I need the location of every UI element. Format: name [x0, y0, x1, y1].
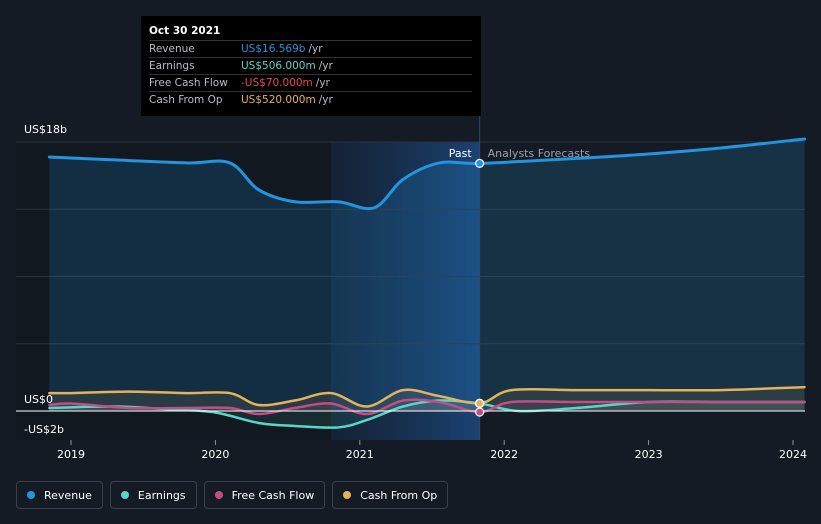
tooltip-value: US$506.000m/yr — [241, 60, 333, 72]
cash-from-op-hover-point — [475, 398, 485, 408]
free-cash-flow-line — [48, 398, 806, 416]
legend-item-free-cash-flow[interactable]: Free Cash Flow — [203, 481, 326, 509]
free-cash-flow-dot-icon — [214, 491, 223, 499]
past-label: Past — [449, 147, 473, 160]
y-axis-top-label: US$18b — [24, 123, 67, 136]
cash-from-op-dot-icon — [343, 491, 352, 499]
revenue-dot-icon — [27, 491, 35, 499]
legend-item-revenue[interactable]: Revenue — [16, 481, 103, 509]
cash-from-op-line — [48, 385, 806, 408]
tooltip-label: Free Cash Flow — [149, 77, 228, 89]
tooltip-value: -US$70.000m/yr — [241, 77, 330, 89]
legend-item-cash-from-op[interactable]: Cash From Op — [332, 481, 449, 509]
x-tick-label: 2021 — [346, 448, 374, 461]
tooltip-row-cash-from-op: Cash From Op US$520.000m/yr — [149, 91, 472, 109]
revenue-area — [49, 139, 805, 411]
tooltip-row-revenue: Revenue US$16.569b/yr — [149, 40, 472, 58]
x-tick-label: 2019 — [57, 448, 85, 461]
revenue-hover-point — [475, 158, 485, 168]
tooltip: Oct 30 2021 Revenue US$16.569b/yr Earnin… — [141, 16, 481, 116]
tooltip-value: US$16.569b/yr — [241, 43, 323, 55]
tooltip-row-earnings: Earnings US$506.000m/yr — [149, 57, 472, 75]
tooltip-value: US$520.000m/yr — [241, 94, 333, 106]
earnings-area — [49, 400, 805, 428]
tooltip-date: Oct 30 2021 — [149, 25, 221, 37]
earnings-dot-icon — [120, 491, 129, 499]
grid-lines — [16, 141, 805, 345]
legend-label: Cash From Op — [360, 488, 438, 502]
legend-label: Free Cash Flow — [231, 488, 315, 502]
tooltip-label: Cash From Op — [149, 94, 223, 106]
y-axis-zero-label: US$0 — [24, 393, 53, 406]
legend-item-earnings[interactable]: Earnings — [109, 481, 197, 509]
legend: Revenue Earnings Free Cash Flow Cash Fro… — [16, 481, 449, 509]
tooltip-label: Earnings — [149, 60, 195, 72]
x-tick-label: 2020 — [201, 448, 229, 461]
legend-label: Revenue — [44, 488, 92, 502]
tooltip-label: Revenue — [149, 43, 195, 55]
free-cash-flow-hover-point — [475, 407, 485, 417]
x-axis: 2019 2020 2021 2022 2023 2024 — [57, 440, 807, 461]
x-tick-label: 2022 — [490, 448, 518, 461]
legend-label: Earnings — [137, 488, 186, 502]
revenue-line — [47, 137, 807, 211]
tooltip-row-free-cash-flow: Free Cash Flow -US$70.000m/yr — [149, 74, 472, 92]
y-axis-bottom-label: -US$2b — [24, 423, 64, 436]
x-tick-label: 2024 — [779, 448, 807, 461]
forecast-label: Analysts Forecasts — [488, 147, 591, 160]
x-tick-label: 2023 — [635, 448, 663, 461]
